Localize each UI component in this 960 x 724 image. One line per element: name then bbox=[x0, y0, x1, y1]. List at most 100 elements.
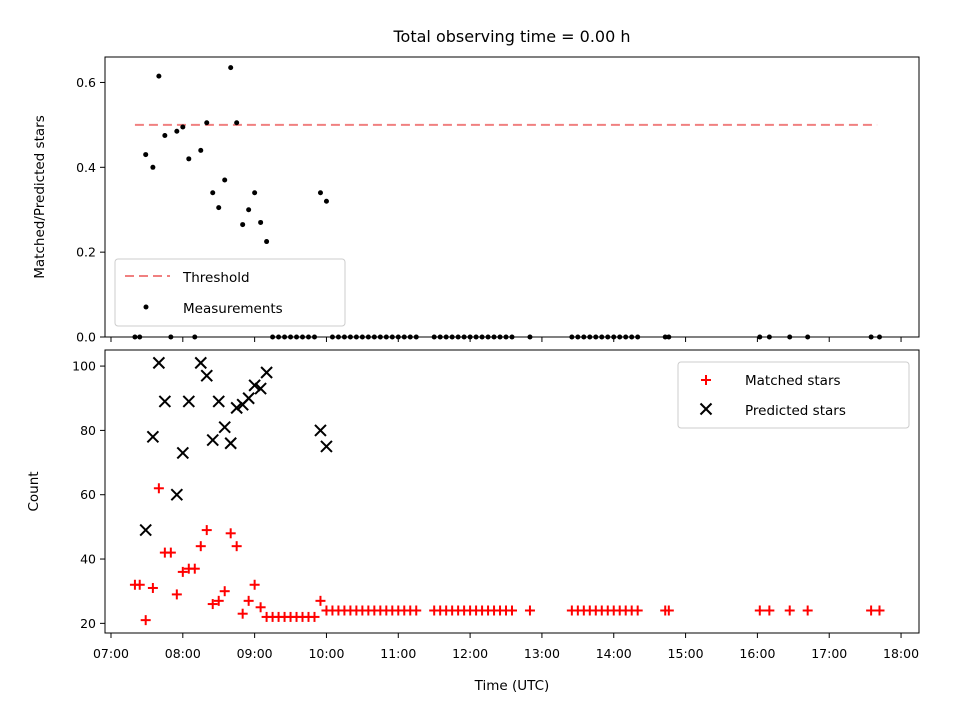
x-axis-label: Time (UTC) bbox=[474, 678, 550, 694]
measurement-point bbox=[143, 152, 149, 158]
measurement-point bbox=[365, 334, 371, 340]
measurement-point bbox=[497, 334, 503, 340]
measurement-point bbox=[437, 334, 443, 340]
measurement-point bbox=[234, 120, 240, 126]
measurement-point bbox=[503, 334, 509, 340]
measurement-point bbox=[766, 334, 772, 340]
matched-star-point bbox=[309, 611, 320, 622]
measurement-point bbox=[186, 156, 192, 162]
measurement-point bbox=[509, 334, 515, 340]
measurement-point bbox=[389, 334, 395, 340]
measurement-point bbox=[473, 334, 479, 340]
measurement-point bbox=[132, 334, 138, 340]
measurement-point bbox=[666, 334, 672, 340]
bottom-x-tick-label: 15:00 bbox=[668, 646, 704, 661]
bottom-legend-box bbox=[677, 361, 910, 429]
x-marker-b bbox=[248, 379, 261, 392]
predicted-star-point bbox=[248, 379, 261, 392]
measurement-point bbox=[192, 334, 198, 340]
measurement-point bbox=[198, 147, 204, 153]
predicted-stars-series bbox=[139, 356, 333, 537]
measurement-point bbox=[359, 334, 365, 340]
x-marker-b bbox=[212, 395, 225, 408]
measurement-point bbox=[300, 334, 306, 340]
matched-star-point bbox=[219, 586, 230, 597]
predicted-star-point bbox=[146, 430, 160, 444]
bottom-x-tick-label: 09:00 bbox=[237, 646, 273, 661]
predicted-star-point bbox=[139, 523, 152, 537]
measurement-point bbox=[335, 334, 341, 340]
predicted-star-point bbox=[212, 395, 225, 408]
measurement-point bbox=[137, 334, 143, 340]
measurement-point bbox=[162, 132, 168, 138]
bottom-x-axis: 07:00 08:00 09:00 10:00 11:00 12:00 13:00 14:00… bbox=[93, 633, 919, 661]
measurement-point bbox=[401, 334, 407, 340]
matched-star-point bbox=[764, 605, 775, 616]
x-marker-b bbox=[218, 420, 231, 434]
bottom-x-tick-label: 18:00 bbox=[883, 646, 919, 661]
predicted-star-point bbox=[182, 395, 196, 408]
legend-threshold-label: Threshold bbox=[182, 270, 250, 286]
measurement-point bbox=[288, 334, 294, 340]
matched-star-point bbox=[663, 605, 674, 616]
bottom-x-tick-label: 13:00 bbox=[524, 646, 560, 661]
bottom-y-tick-label: 40 bbox=[80, 552, 96, 567]
bottom-legend: Matched stars Predicted stars bbox=[677, 361, 910, 429]
matched-star-point bbox=[784, 605, 795, 616]
top-panel: 0.0 0.2 0.4 0.6 Matched/Predicted stars Thr… bbox=[32, 56, 920, 345]
measurement-point bbox=[805, 334, 811, 340]
measurement-point bbox=[581, 334, 587, 340]
matched-star-point bbox=[524, 605, 535, 616]
matched-star-point bbox=[802, 605, 813, 616]
matched-star-point bbox=[177, 566, 188, 577]
bottom-x-tick-label: 07:00 bbox=[93, 646, 129, 661]
measurement-point bbox=[662, 334, 668, 340]
matched-stars-series bbox=[129, 483, 885, 626]
matched-star-point bbox=[632, 605, 643, 616]
measurement-point bbox=[258, 219, 264, 225]
measurement-point bbox=[180, 124, 186, 130]
measurement-point bbox=[593, 334, 599, 340]
measurement-point bbox=[569, 334, 575, 340]
x-marker-b bbox=[176, 446, 190, 460]
x-marker-b bbox=[699, 402, 713, 416]
measurement-point bbox=[270, 334, 276, 340]
measurement-point bbox=[306, 334, 311, 340]
legend-measurements-swatch bbox=[143, 304, 149, 310]
bottom-x-tick-label: 14:00 bbox=[596, 646, 632, 661]
matched-star-point bbox=[866, 605, 877, 616]
measurement-point bbox=[377, 334, 383, 340]
top-y-tick-label: 0.4 bbox=[76, 160, 96, 175]
bottom-x-tick-label: 12:00 bbox=[452, 646, 488, 661]
measurement-point bbox=[787, 334, 793, 340]
measurement-point bbox=[276, 334, 282, 340]
measurement-point bbox=[449, 334, 455, 340]
predicted-star-point bbox=[260, 366, 273, 379]
matched-star-point bbox=[189, 563, 200, 574]
measurement-point bbox=[222, 177, 228, 183]
legend-predicted-label: Predicted stars bbox=[745, 403, 846, 419]
matched-star-point bbox=[243, 595, 254, 606]
measurement-point bbox=[168, 334, 174, 340]
bottom-y-tick-label: 100 bbox=[72, 359, 96, 374]
matched-star-point bbox=[237, 608, 248, 619]
predicted-star-point bbox=[218, 420, 231, 434]
measurement-point bbox=[617, 334, 623, 340]
matched-star-point bbox=[231, 541, 242, 552]
legend-measurements-label: Measurements bbox=[183, 301, 283, 317]
top-y-axis: 0.0 0.2 0.4 0.6 bbox=[76, 75, 105, 345]
measurement-point bbox=[240, 222, 246, 228]
measurement-point bbox=[455, 334, 461, 340]
measurement-point bbox=[527, 334, 533, 340]
bottom-x-tick-label: 17:00 bbox=[811, 646, 847, 661]
measurement-point bbox=[150, 164, 156, 170]
x-marker-b bbox=[152, 356, 166, 370]
measurement-point bbox=[599, 334, 605, 340]
matched-star-point bbox=[411, 605, 422, 616]
measurement-point bbox=[868, 334, 874, 340]
x-marker-b bbox=[158, 395, 172, 408]
matched-star-point bbox=[207, 599, 218, 610]
predicted-star-point bbox=[194, 356, 207, 370]
measurement-point bbox=[413, 334, 419, 340]
